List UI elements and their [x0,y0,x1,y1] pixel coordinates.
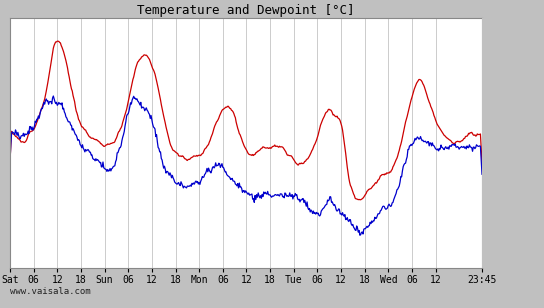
Text: www.vaisala.com: www.vaisala.com [10,287,91,296]
Title: Temperature and Dewpoint [°C]: Temperature and Dewpoint [°C] [137,4,355,17]
